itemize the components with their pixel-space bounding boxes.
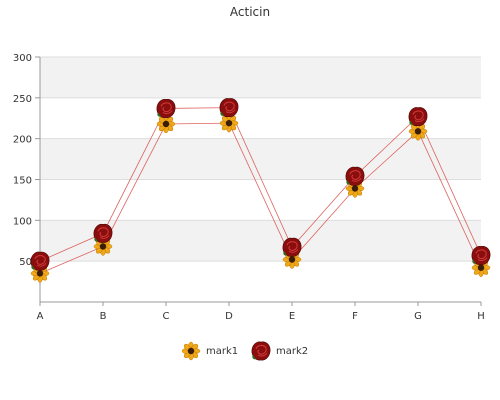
rose-icon bbox=[345, 166, 365, 186]
y-tick-label: 50 bbox=[19, 257, 32, 268]
legend-item-mark1[interactable]: mark1 bbox=[181, 341, 238, 361]
data-point-mark2[interactable] bbox=[471, 245, 491, 266]
data-point-mark2[interactable] bbox=[345, 166, 365, 186]
x-tick-label: H bbox=[477, 311, 485, 322]
y-tick-label: 100 bbox=[13, 216, 32, 227]
chart-title: Acticin bbox=[230, 5, 270, 19]
data-point-mark2[interactable] bbox=[30, 251, 50, 271]
data-point-mark2[interactable] bbox=[156, 98, 176, 119]
y-tick-label: 150 bbox=[13, 176, 32, 187]
series-lines bbox=[39, 107, 482, 274]
rose-icon bbox=[471, 245, 491, 266]
grid-lines bbox=[35, 56, 481, 262]
grid-band bbox=[40, 220, 481, 262]
data-point-mark2[interactable] bbox=[408, 106, 428, 127]
data-point-mark2[interactable] bbox=[93, 223, 113, 244]
y-tick-label: 300 bbox=[13, 53, 32, 64]
x-tick-label: A bbox=[37, 311, 44, 322]
y-tick-label: 250 bbox=[13, 94, 32, 105]
legend-item-mark2[interactable]: mark2 bbox=[251, 341, 308, 361]
x-tick-label: B bbox=[100, 311, 107, 322]
grid-band bbox=[40, 138, 481, 180]
x-tick-label: E bbox=[289, 311, 295, 322]
legend-sunflower-icon bbox=[181, 341, 201, 361]
legend-rose-icon bbox=[251, 341, 271, 361]
x-tick-label: G bbox=[414, 311, 422, 322]
rose-icon bbox=[156, 98, 176, 119]
data-point-mark2[interactable] bbox=[219, 97, 239, 118]
rose-icon bbox=[408, 106, 428, 127]
x-tick-labels: A B C D E F G H bbox=[37, 302, 485, 322]
x-tick-label: F bbox=[352, 311, 358, 322]
x-tick-label: D bbox=[225, 311, 233, 322]
legend: mark1 mark2 bbox=[181, 341, 308, 361]
legend-label-mark2: mark2 bbox=[276, 346, 308, 357]
series-line-mark1 bbox=[39, 122, 482, 274]
rose-icon bbox=[282, 237, 302, 257]
grid-band bbox=[40, 57, 481, 98]
rose-icon bbox=[30, 251, 50, 271]
x-tick-label: C bbox=[163, 311, 170, 322]
legend-label-mark1: mark1 bbox=[206, 346, 238, 357]
series-line-mark2 bbox=[39, 107, 482, 262]
plot-bands bbox=[40, 57, 481, 262]
rose-icon bbox=[219, 97, 239, 118]
rose-icon bbox=[93, 223, 113, 244]
y-tick-label: 200 bbox=[13, 135, 32, 146]
data-point-mark2[interactable] bbox=[282, 237, 302, 257]
y-tick-labels: 50 100 150 200 250 300 bbox=[13, 53, 32, 268]
